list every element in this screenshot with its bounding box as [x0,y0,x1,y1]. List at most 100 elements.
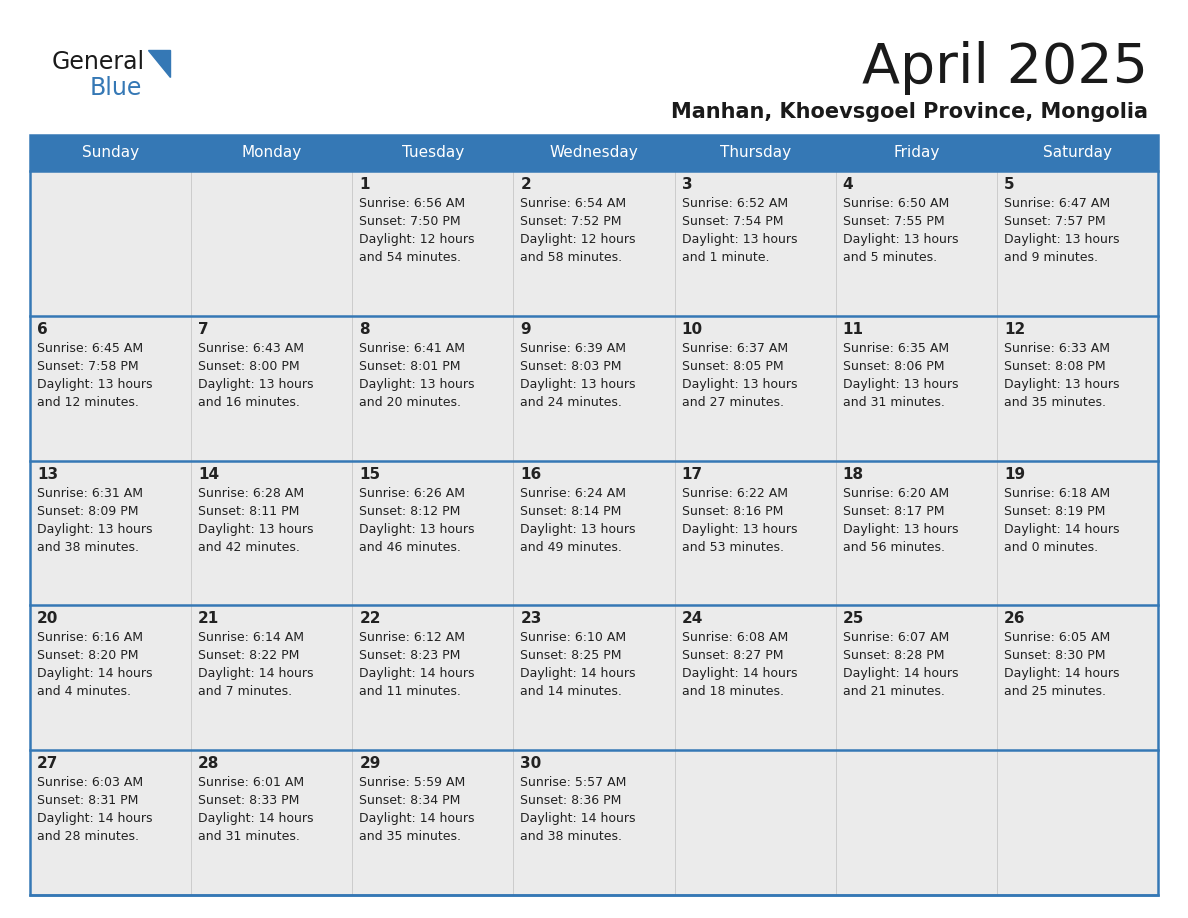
Text: and 9 minutes.: and 9 minutes. [1004,251,1098,264]
Text: Sunrise: 6:01 AM: Sunrise: 6:01 AM [198,777,304,789]
Text: Sunrise: 6:26 AM: Sunrise: 6:26 AM [359,487,466,499]
Text: 2: 2 [520,177,531,192]
Bar [30,135,191,171]
Bar [835,605,997,750]
Bar [353,605,513,750]
Text: and 1 minute.: and 1 minute. [682,251,769,264]
Text: Daylight: 13 hours: Daylight: 13 hours [682,522,797,535]
Bar [675,750,835,895]
Text: 28: 28 [198,756,220,771]
Text: Daylight: 13 hours: Daylight: 13 hours [842,522,959,535]
Text: 25: 25 [842,611,864,626]
Text: Daylight: 12 hours: Daylight: 12 hours [520,233,636,246]
Text: and 28 minutes.: and 28 minutes. [37,830,139,844]
Text: Sunset: 8:12 PM: Sunset: 8:12 PM [359,505,461,518]
Text: Daylight: 13 hours: Daylight: 13 hours [359,522,475,535]
Text: Monday: Monday [241,145,302,161]
Text: Daylight: 13 hours: Daylight: 13 hours [842,378,959,391]
Bar [835,461,997,605]
Bar [353,135,513,171]
Text: and 49 minutes.: and 49 minutes. [520,541,623,554]
Text: Sunset: 8:22 PM: Sunset: 8:22 PM [198,649,299,663]
Text: 7: 7 [198,322,209,337]
Bar [835,750,997,895]
Text: 12: 12 [1004,322,1025,337]
Bar [513,171,675,316]
Text: Sunrise: 6:08 AM: Sunrise: 6:08 AM [682,632,788,644]
Text: and 27 minutes.: and 27 minutes. [682,396,784,409]
Text: Daylight: 13 hours: Daylight: 13 hours [1004,233,1119,246]
Text: Sunrise: 6:56 AM: Sunrise: 6:56 AM [359,197,466,210]
Bar [835,316,997,461]
Text: Daylight: 14 hours: Daylight: 14 hours [682,667,797,680]
Text: Sunset: 8:19 PM: Sunset: 8:19 PM [1004,505,1105,518]
Text: Daylight: 14 hours: Daylight: 14 hours [359,812,475,825]
Text: 11: 11 [842,322,864,337]
Text: and 31 minutes.: and 31 minutes. [842,396,944,409]
Text: and 11 minutes.: and 11 minutes. [359,686,461,699]
Text: General: General [52,50,145,74]
Text: and 38 minutes.: and 38 minutes. [520,830,623,844]
Text: Daylight: 12 hours: Daylight: 12 hours [359,233,475,246]
Bar [30,461,191,605]
Bar [191,605,353,750]
Text: Sunrise: 6:16 AM: Sunrise: 6:16 AM [37,632,143,644]
Bar [30,750,191,895]
Bar [997,135,1158,171]
Text: Sunrise: 6:50 AM: Sunrise: 6:50 AM [842,197,949,210]
Text: and 25 minutes.: and 25 minutes. [1004,686,1106,699]
Text: and 31 minutes.: and 31 minutes. [198,830,301,844]
Text: Daylight: 14 hours: Daylight: 14 hours [1004,522,1119,535]
Text: Daylight: 14 hours: Daylight: 14 hours [198,812,314,825]
Bar [353,316,513,461]
Text: Thursday: Thursday [720,145,791,161]
Text: and 12 minutes.: and 12 minutes. [37,396,139,409]
Text: Sunset: 8:30 PM: Sunset: 8:30 PM [1004,649,1105,663]
Text: Sunset: 7:55 PM: Sunset: 7:55 PM [842,215,944,228]
Bar [30,316,191,461]
Bar [30,605,191,750]
Bar [675,461,835,605]
Bar [675,171,835,316]
Text: Daylight: 14 hours: Daylight: 14 hours [37,812,152,825]
Text: 1: 1 [359,177,369,192]
Text: and 58 minutes.: and 58 minutes. [520,251,623,264]
Text: 22: 22 [359,611,381,626]
Text: and 35 minutes.: and 35 minutes. [1004,396,1106,409]
Text: Sunrise: 6:54 AM: Sunrise: 6:54 AM [520,197,626,210]
Text: Sunset: 7:58 PM: Sunset: 7:58 PM [37,360,139,373]
Text: Sunset: 8:31 PM: Sunset: 8:31 PM [37,794,138,807]
Text: Daylight: 13 hours: Daylight: 13 hours [198,522,314,535]
Bar [513,605,675,750]
Text: Sunset: 8:00 PM: Sunset: 8:00 PM [198,360,299,373]
Text: and 24 minutes.: and 24 minutes. [520,396,623,409]
Text: Sunset: 8:16 PM: Sunset: 8:16 PM [682,505,783,518]
Bar [191,750,353,895]
Text: 21: 21 [198,611,220,626]
Text: Sunrise: 6:43 AM: Sunrise: 6:43 AM [198,341,304,354]
Text: Daylight: 13 hours: Daylight: 13 hours [37,522,152,535]
Text: Sunset: 8:17 PM: Sunset: 8:17 PM [842,505,944,518]
Bar [513,461,675,605]
Text: and 16 minutes.: and 16 minutes. [198,396,301,409]
Text: Sunrise: 6:45 AM: Sunrise: 6:45 AM [37,341,143,354]
Text: Sunrise: 6:39 AM: Sunrise: 6:39 AM [520,341,626,354]
Text: 16: 16 [520,466,542,482]
Text: Daylight: 14 hours: Daylight: 14 hours [198,667,314,680]
Text: Sunset: 8:27 PM: Sunset: 8:27 PM [682,649,783,663]
Text: 13: 13 [37,466,58,482]
Text: Sunrise: 6:41 AM: Sunrise: 6:41 AM [359,341,466,354]
Text: Sunset: 8:14 PM: Sunset: 8:14 PM [520,505,621,518]
Text: Sunset: 8:01 PM: Sunset: 8:01 PM [359,360,461,373]
Text: Sunrise: 6:14 AM: Sunrise: 6:14 AM [198,632,304,644]
Text: Sunrise: 6:24 AM: Sunrise: 6:24 AM [520,487,626,499]
Bar [997,605,1158,750]
Text: Manhan, Khoevsgoel Province, Mongolia: Manhan, Khoevsgoel Province, Mongolia [671,102,1148,122]
Text: Sunset: 7:52 PM: Sunset: 7:52 PM [520,215,623,228]
Bar [997,316,1158,461]
Text: 19: 19 [1004,466,1025,482]
Text: and 38 minutes.: and 38 minutes. [37,541,139,554]
Text: Wednesday: Wednesday [550,145,638,161]
Text: Sunrise: 6:07 AM: Sunrise: 6:07 AM [842,632,949,644]
Text: 14: 14 [198,466,220,482]
